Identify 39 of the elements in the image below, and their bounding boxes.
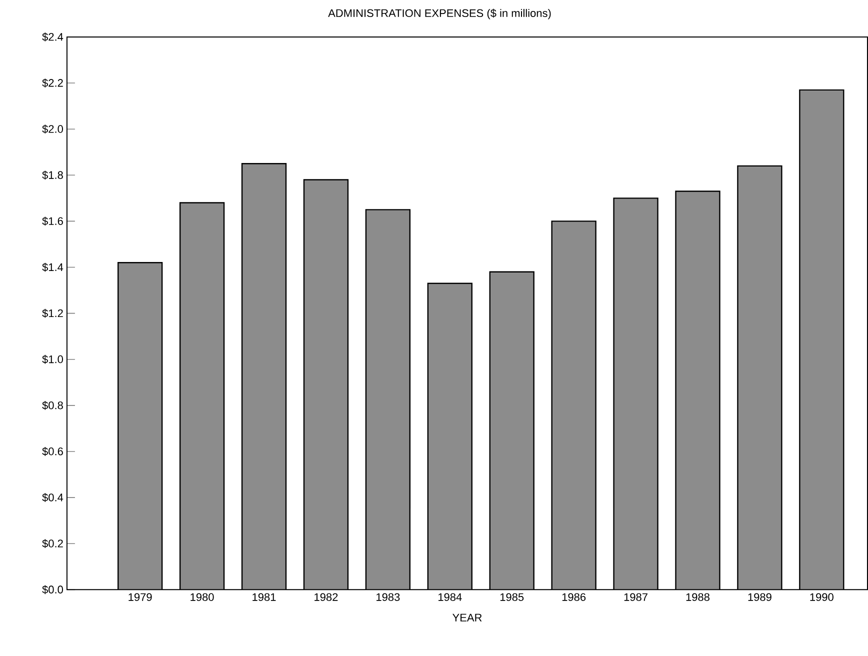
x-tick-label: 1979 <box>128 593 152 602</box>
y-tick-label: $1.0 <box>42 355 63 364</box>
x-tick-label: 1982 <box>314 593 338 602</box>
y-tick-label: $0.2 <box>42 539 63 548</box>
chart-title: ADMINISTRATION EXPENSES ($ in millions) <box>328 8 551 20</box>
bar <box>552 221 596 590</box>
x-axis-title: YEAR <box>452 614 482 622</box>
bar <box>676 191 720 590</box>
x-tick-label: 1980 <box>190 593 214 602</box>
y-tick-label: $0.6 <box>42 447 63 456</box>
bar <box>304 180 348 590</box>
x-tick-label: 1981 <box>252 593 276 602</box>
y-tick-label: $0.4 <box>42 493 64 502</box>
x-tick-label: 1987 <box>624 593 648 602</box>
bar <box>118 262 162 590</box>
x-tick-label: 1990 <box>810 593 834 602</box>
y-tick-label: $1.2 <box>42 309 63 318</box>
y-tick-label: $2.0 <box>42 124 63 134</box>
bar <box>242 164 286 590</box>
y-tick-label: $2.4 <box>42 32 64 42</box>
bar <box>490 272 534 590</box>
y-tick-label: $0.8 <box>42 401 63 410</box>
x-tick-label: 1988 <box>686 593 710 602</box>
x-tick-label: 1989 <box>748 593 772 602</box>
y-tick-label: $0.0 <box>42 585 63 594</box>
bar <box>366 210 410 590</box>
bar <box>799 90 844 590</box>
x-tick-label: 1984 <box>438 593 462 602</box>
bar <box>180 202 224 590</box>
y-tick-label: $2.2 <box>42 78 63 88</box>
y-tick-label: $1.4 <box>42 263 64 272</box>
y-tick-label: $1.6 <box>42 216 63 226</box>
bar <box>428 284 472 590</box>
bar <box>614 198 658 590</box>
x-tick-label: 1985 <box>500 593 524 602</box>
y-tick-label: $1.8 <box>42 170 63 180</box>
bar <box>738 166 782 590</box>
x-tick-label: 1983 <box>376 593 400 602</box>
x-tick-label: 1986 <box>562 593 586 602</box>
